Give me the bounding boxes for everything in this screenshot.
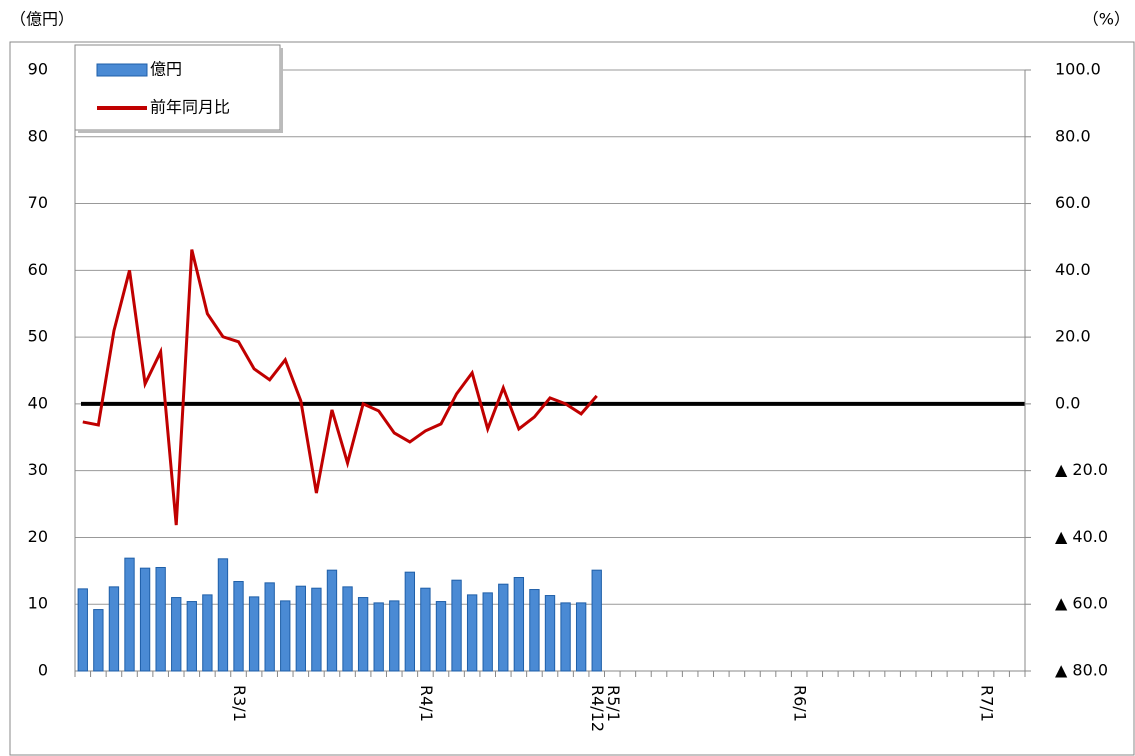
bar [591,569,602,672]
x-tick-label: R3/1 [230,685,249,722]
bar [202,594,213,672]
x-tick-label: R5/1 [604,685,623,722]
bar [264,582,275,672]
y-axis-label: （億円） [10,10,74,29]
y2-tick-label: ▲ 80.0 [1055,661,1108,680]
bar [482,592,493,672]
y2-tick-label: ▲ 60.0 [1055,594,1108,613]
legend-label: 前年同月比 [150,98,230,117]
y2-tick-label: 40.0 [1055,260,1091,279]
bar [373,602,384,672]
legend-swatch [96,63,148,77]
bar [295,585,306,672]
y-tick-label: 60 [28,260,48,279]
bar [435,601,447,672]
bar [575,602,587,672]
bar [280,600,291,672]
legend-box [74,44,281,131]
bar [513,577,525,672]
bar [420,587,431,672]
x-tick-label: R4/12 [588,685,607,732]
y2-tick-label: 0.0 [1055,393,1080,412]
y-tick-label: 40 [28,393,48,412]
y-tick-label: 0 [38,661,48,680]
legend-label: 億円 [150,60,182,79]
bar [108,586,120,672]
bar [544,595,556,672]
y2-tick-label: 60.0 [1055,193,1091,212]
legend-shadow [78,130,283,133]
bar [404,571,416,672]
bar [233,581,244,672]
bar [139,567,151,672]
bar [451,579,462,672]
y-tick-label: 30 [28,460,48,479]
bar [357,597,369,672]
y2-axis-label: （%） [1083,10,1130,29]
bar [93,609,104,672]
x-tick-label: R4/1 [417,685,436,722]
y-tick-label: 10 [28,594,48,613]
bar [529,589,540,672]
x-tick-label: R7/1 [978,685,997,722]
bar [498,583,509,672]
bar [124,557,135,672]
y2-tick-label: 100.0 [1055,60,1101,79]
y-tick-label: 20 [28,527,48,546]
y2-tick-label: ▲ 20.0 [1055,460,1108,479]
y-tick-label: 80 [28,126,48,145]
y2-tick-label: 20.0 [1055,327,1091,346]
bar [217,558,229,672]
y2-tick-label: ▲ 40.0 [1055,527,1108,546]
bar [171,597,182,672]
bar [326,569,338,672]
bar [186,601,197,672]
bar [342,586,353,672]
bar [155,566,166,672]
bar [77,588,88,672]
bar [560,602,571,672]
bar [466,594,478,672]
bar [311,587,322,672]
y-tick-label: 90 [28,60,48,79]
legend-shadow [280,48,283,133]
line-series [82,249,598,526]
bar [248,596,260,672]
bar [389,600,400,672]
y-tick-label: 70 [28,193,48,212]
chart-frame [9,41,1135,756]
x-tick-label: R6/1 [791,685,810,722]
y-tick-label: 50 [28,327,48,346]
y2-tick-label: 80.0 [1055,126,1091,145]
